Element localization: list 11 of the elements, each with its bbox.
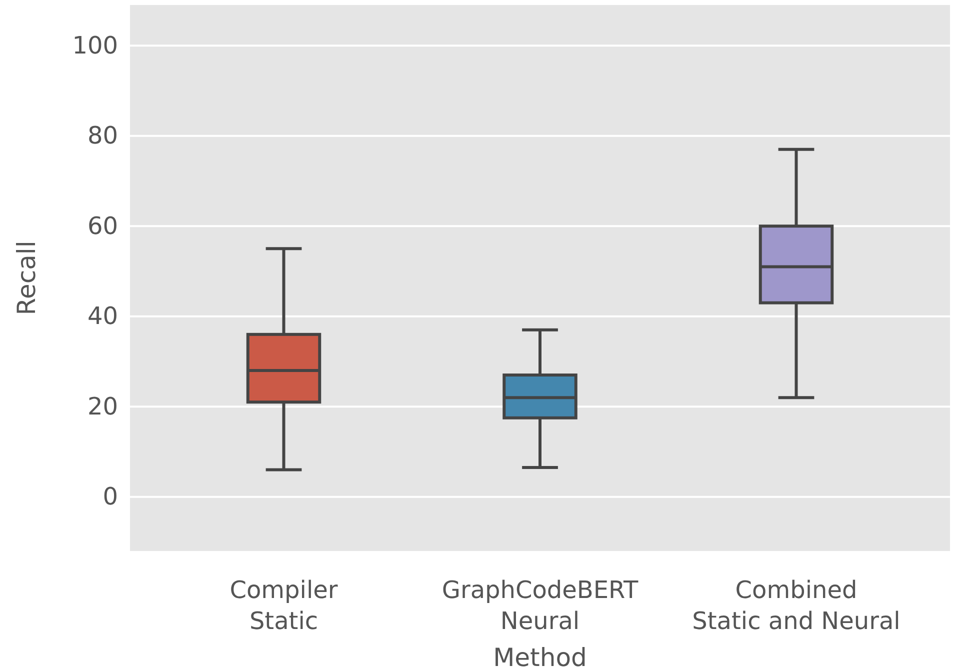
- y-tick-label: 40: [87, 302, 118, 330]
- y-tick-label: 60: [87, 212, 118, 240]
- x-tick-label: Compiler Static: [230, 576, 338, 635]
- y-axis-title: Recall: [12, 240, 41, 316]
- x-tick-label: Combined Static and Neural: [692, 576, 900, 635]
- y-tick-label: 100: [72, 31, 118, 60]
- x-tick-label: GraphCodeBERT Neural: [442, 576, 638, 635]
- y-tick-label: 0: [102, 482, 118, 511]
- x-axis-title: Method: [493, 643, 587, 672]
- y-tick-label: 80: [87, 122, 118, 150]
- y-tick-label: 20: [87, 392, 118, 420]
